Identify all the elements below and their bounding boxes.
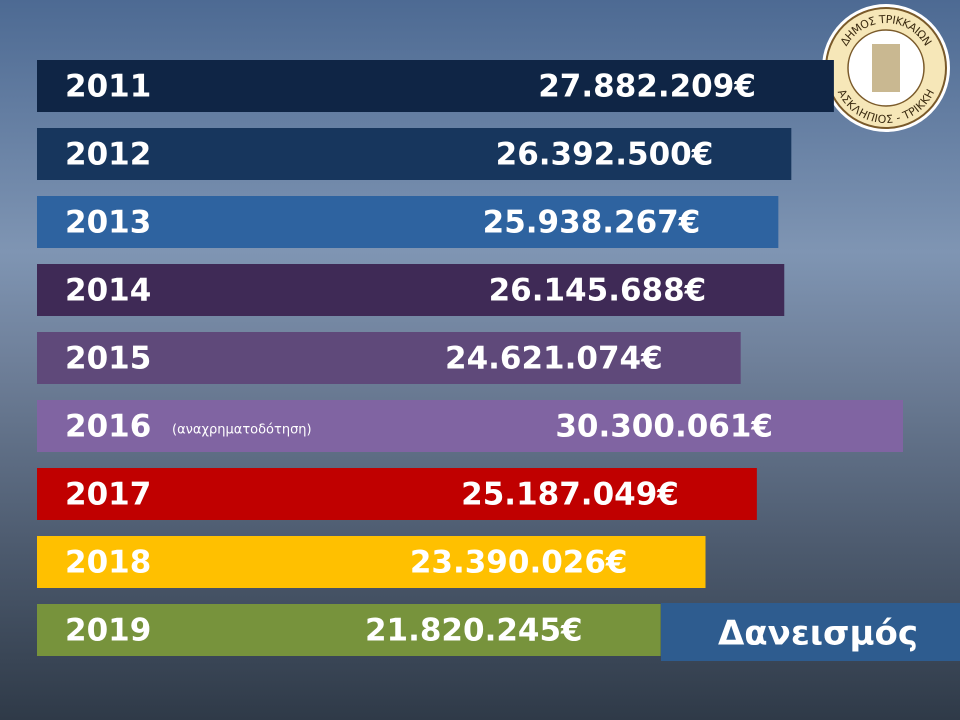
logo: ΔΗΜΟΣ ΤΡΙΚΚΑΙΩΝ ΑΣΚΛΗΠΙΟΣ - ΤΡΙΚΚΗ <box>822 4 950 132</box>
title-box <box>661 603 960 661</box>
category-label: 2018 <box>65 545 151 581</box>
category-label: 2017 <box>65 477 151 513</box>
category-label: 2019 <box>65 613 151 649</box>
value-label: 25.938.267€ <box>483 205 701 241</box>
bar <box>37 196 779 248</box>
value-label: 21.820.245€ <box>365 613 583 649</box>
category-label: 2011 <box>65 69 151 105</box>
bar <box>37 264 785 316</box>
chart-title: Δανεισμός <box>718 614 918 654</box>
logo-figure <box>872 44 900 92</box>
bar <box>37 128 792 180</box>
value-label: 24.621.074€ <box>445 341 663 377</box>
bar <box>37 60 834 112</box>
category-label: 2015 <box>65 341 151 377</box>
value-label: 26.145.688€ <box>489 273 707 309</box>
value-label: 23.390.026€ <box>410 545 628 581</box>
value-label: 26.392.500€ <box>496 137 714 173</box>
category-label: 2014 <box>65 273 151 309</box>
value-label: 30.300.061€ <box>555 409 773 445</box>
value-label: 25.187.049€ <box>461 477 679 513</box>
bar <box>37 332 741 384</box>
bar <box>37 400 903 452</box>
bar <box>37 536 706 588</box>
note-label: (αναχρηματοδότηση) <box>172 423 312 438</box>
category-label: 2013 <box>65 205 151 241</box>
bar <box>37 604 661 656</box>
bar <box>37 468 757 520</box>
value-label: 27.882.209€ <box>538 69 756 105</box>
category-label: 2016 <box>65 409 151 445</box>
category-label: 2012 <box>65 137 151 173</box>
